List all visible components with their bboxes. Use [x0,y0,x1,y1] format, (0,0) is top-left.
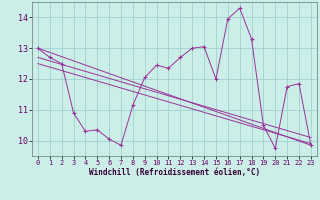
X-axis label: Windchill (Refroidissement éolien,°C): Windchill (Refroidissement éolien,°C) [89,168,260,177]
